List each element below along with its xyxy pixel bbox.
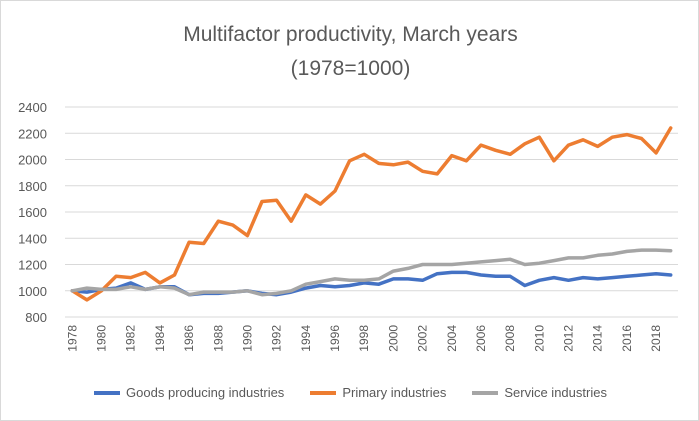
y-tick-label: 2200 bbox=[18, 126, 47, 141]
y-tick-label: 1400 bbox=[18, 231, 47, 246]
y-tick-label: 800 bbox=[25, 310, 47, 325]
legend-swatch bbox=[310, 390, 337, 395]
x-tick-label: 1986 bbox=[182, 325, 196, 352]
legend-swatch bbox=[94, 390, 121, 395]
x-tick-label: 1994 bbox=[299, 325, 313, 352]
x-tick-label: 2008 bbox=[503, 325, 517, 352]
y-tick-label: 2000 bbox=[18, 153, 47, 168]
series-line-2 bbox=[70, 248, 673, 297]
x-tick-label: 1984 bbox=[153, 325, 167, 352]
legend-label: Service industries bbox=[504, 385, 607, 400]
x-tick-label: 2000 bbox=[386, 325, 400, 352]
y-tick-label: 2400 bbox=[18, 100, 47, 115]
x-tick-label: 1982 bbox=[124, 325, 138, 352]
y-tick-label: 1200 bbox=[18, 258, 47, 273]
x-tick-label: 1990 bbox=[240, 325, 254, 352]
x-tick-label: 2002 bbox=[416, 325, 430, 352]
legend-label: Primary industries bbox=[342, 385, 447, 400]
x-tick-label: 2010 bbox=[532, 325, 546, 352]
legend-item: Primary industries bbox=[310, 385, 446, 400]
x-tick-label: 2004 bbox=[445, 325, 459, 352]
x-tick-label: 1978 bbox=[65, 325, 79, 352]
chart-title: Multifactor productivity, March years bbox=[183, 23, 518, 46]
series-line-1 bbox=[70, 126, 673, 302]
x-tick-label: 2006 bbox=[474, 325, 488, 352]
chart-subtitle: (1978=1000) bbox=[290, 57, 411, 80]
x-tick-label: 1996 bbox=[328, 325, 342, 352]
x-tick-label: 1992 bbox=[270, 325, 284, 352]
y-tick-label: 1800 bbox=[18, 179, 47, 194]
legend-label: Goods producing industries bbox=[126, 385, 285, 400]
y-tick-label: 1000 bbox=[18, 284, 47, 299]
x-tick-label: 1988 bbox=[211, 325, 225, 352]
x-tick-label: 2012 bbox=[562, 325, 576, 352]
y-tick-label: 1600 bbox=[18, 205, 47, 220]
x-tick-label: 1980 bbox=[94, 325, 108, 352]
x-tick-label: 2014 bbox=[591, 325, 605, 352]
legend-item: Goods producing industries bbox=[94, 385, 284, 400]
legend-swatch bbox=[472, 390, 499, 395]
legend: Goods producing industries Primary indust… bbox=[1, 385, 698, 400]
x-tick-label: 1998 bbox=[357, 325, 371, 352]
x-tick-label: 2018 bbox=[649, 325, 663, 352]
x-tick-label: 2016 bbox=[620, 325, 634, 352]
legend-item: Service industries bbox=[472, 385, 607, 400]
